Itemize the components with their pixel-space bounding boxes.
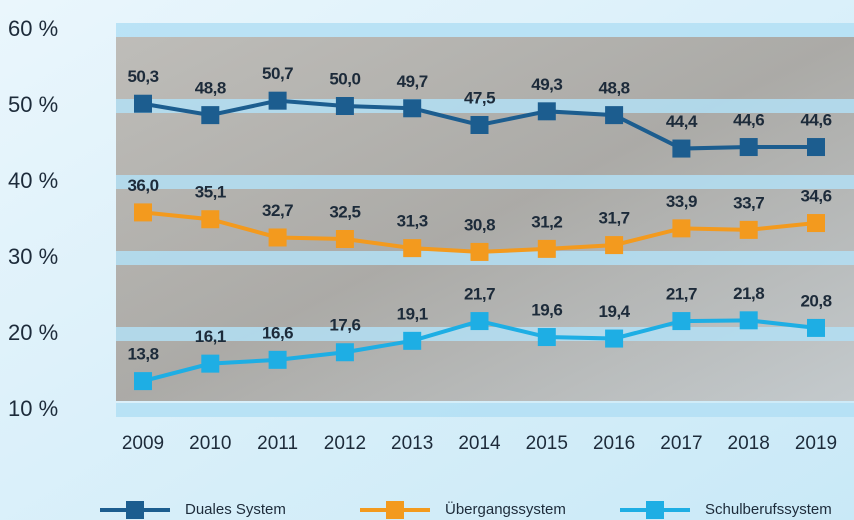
marker xyxy=(471,312,489,330)
value-label: 34,6 xyxy=(800,187,831,206)
value-label: 32,7 xyxy=(262,201,293,220)
marker xyxy=(403,239,421,257)
marker xyxy=(807,214,825,232)
value-label: 50,7 xyxy=(262,64,293,83)
legend-label: Übergangssystem xyxy=(445,500,566,518)
x-tick-label: 2013 xyxy=(391,433,433,454)
value-label: 31,3 xyxy=(397,212,428,231)
legend-marker xyxy=(386,501,404,519)
marker xyxy=(740,138,758,156)
value-label: 17,6 xyxy=(329,316,360,335)
x-tick-label: 2010 xyxy=(189,433,231,454)
value-label: 44,6 xyxy=(733,111,764,130)
value-label: 44,4 xyxy=(666,112,698,131)
marker xyxy=(201,210,219,228)
legend-label: Duales System xyxy=(185,501,286,518)
marker xyxy=(269,228,287,246)
value-label: 48,8 xyxy=(599,79,630,98)
y-tick-label: 20 % xyxy=(8,320,58,345)
marker xyxy=(471,116,489,134)
x-tick-label: 2014 xyxy=(458,433,501,454)
value-label: 47,5 xyxy=(464,88,495,107)
value-label: 19,1 xyxy=(397,304,428,323)
value-label: 49,7 xyxy=(397,72,428,91)
y-tick-label: 60 % xyxy=(8,16,58,41)
value-label: 31,2 xyxy=(531,212,562,231)
marker xyxy=(538,102,556,120)
value-label: 20,8 xyxy=(800,291,831,310)
marker xyxy=(807,138,825,156)
value-label: 44,6 xyxy=(800,111,831,130)
y-tick-label: 50 % xyxy=(8,92,58,117)
value-label: 50,0 xyxy=(329,69,360,88)
marker xyxy=(403,332,421,350)
value-label: 36,0 xyxy=(127,176,158,195)
marker xyxy=(471,243,489,261)
marker xyxy=(403,99,421,117)
value-label: 13,8 xyxy=(127,345,158,364)
marker xyxy=(336,230,354,248)
legend-marker xyxy=(646,501,664,519)
marker xyxy=(134,203,152,221)
value-label: 21,8 xyxy=(733,284,764,303)
marker xyxy=(269,351,287,369)
marker xyxy=(134,372,152,390)
marker xyxy=(336,343,354,361)
marker xyxy=(605,330,623,348)
x-tick-label: 2012 xyxy=(324,433,366,454)
value-label: 30,8 xyxy=(464,215,495,234)
marker xyxy=(605,236,623,254)
y-tick-label: 10 % xyxy=(8,396,58,421)
value-label: 49,3 xyxy=(531,75,562,94)
legend-label: Schulberufssystem xyxy=(705,501,832,518)
y-tick-label: 40 % xyxy=(8,168,58,193)
value-label: 35,1 xyxy=(195,183,226,202)
marker xyxy=(672,219,690,237)
value-label: 21,7 xyxy=(666,285,697,304)
chart: 50,3 48,8 50,7 50,0 49,7 47,5 49,3 48,8 44,4 44,6… xyxy=(0,0,854,520)
x-tick-label: 2019 xyxy=(795,433,837,454)
marker xyxy=(134,95,152,113)
marker xyxy=(672,312,690,330)
marker xyxy=(740,221,758,239)
value-label: 16,6 xyxy=(262,323,293,342)
value-label: 33,7 xyxy=(733,193,764,212)
value-label: 21,7 xyxy=(464,285,495,304)
y-tick-label: 30 % xyxy=(8,244,58,269)
marker xyxy=(269,92,287,110)
marker xyxy=(605,106,623,124)
value-label: 19,6 xyxy=(531,301,562,320)
value-label: 33,9 xyxy=(666,192,697,211)
marker xyxy=(672,140,690,158)
value-label: 32,5 xyxy=(329,202,360,221)
marker xyxy=(740,311,758,329)
marker xyxy=(201,106,219,124)
value-label: 16,1 xyxy=(195,327,226,346)
marker xyxy=(538,328,556,346)
x-tick-label: 2011 xyxy=(257,433,298,454)
x-tick-label: 2009 xyxy=(122,433,164,454)
marker xyxy=(201,355,219,373)
x-tick-label: 2015 xyxy=(526,433,568,454)
x-tick-label: 2017 xyxy=(660,433,702,454)
x-tick-label: 2016 xyxy=(593,433,635,454)
value-label: 31,7 xyxy=(599,209,630,228)
value-label: 50,3 xyxy=(127,67,158,86)
value-label: 48,8 xyxy=(195,79,226,98)
marker xyxy=(336,97,354,115)
value-label: 19,4 xyxy=(599,302,631,321)
x-tick-label: 2018 xyxy=(728,433,770,454)
legend-marker xyxy=(126,501,144,519)
marker xyxy=(538,240,556,258)
marker xyxy=(807,319,825,337)
